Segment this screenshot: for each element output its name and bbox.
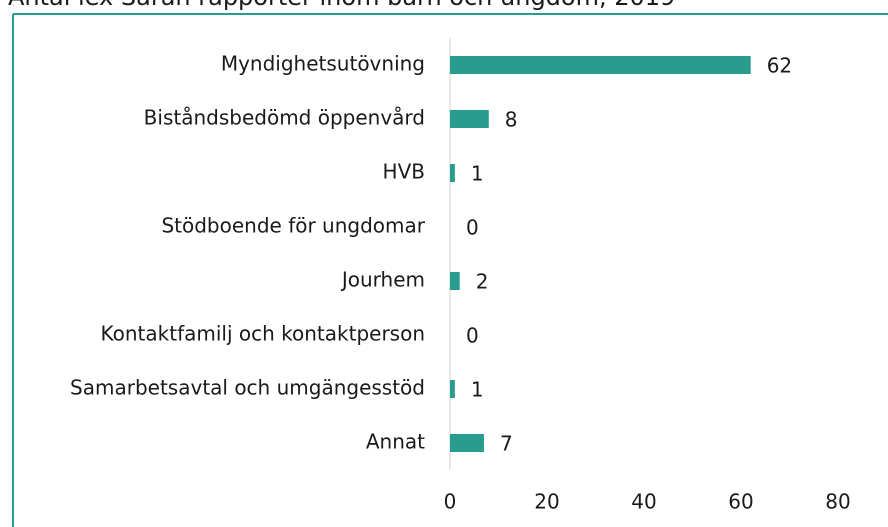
data-label: 7 [500,432,513,456]
data-label: 1 [471,378,484,402]
x-tick-label: 40 [631,490,656,514]
x-tick-label: 0 [444,490,457,514]
y-tick-label: Myndighetsutövning [221,52,425,76]
data-label: 8 [505,108,518,132]
x-tick-label: 20 [534,490,559,514]
y-tick-label: Biståndsbedömd öppenvård [144,106,425,130]
data-label: 0 [466,324,479,348]
bar [450,110,489,128]
data-label: 1 [471,162,484,186]
y-tick-label: Kontaktfamilj och kontaktperson [101,322,425,346]
bar [450,380,455,398]
bar [450,272,460,290]
y-tick-label: Annat [366,430,425,454]
bar [450,434,484,452]
x-tick-label: 80 [825,490,850,514]
y-tick-label: Stödboende för ungdomar [161,214,425,238]
x-tick-label: 60 [728,490,753,514]
y-tick-label: HVB [383,160,425,184]
y-tick-label: Samarbetsavtal och umgängesstöd [70,376,425,400]
data-label: 0 [466,216,479,240]
data-label: 62 [767,54,792,78]
data-label: 2 [476,270,489,294]
chart-title: Antal lex Sarah rapporter inom barn och … [8,0,675,11]
bar [450,56,751,74]
y-tick-label: Jourhem [340,268,425,292]
bar [450,164,455,182]
